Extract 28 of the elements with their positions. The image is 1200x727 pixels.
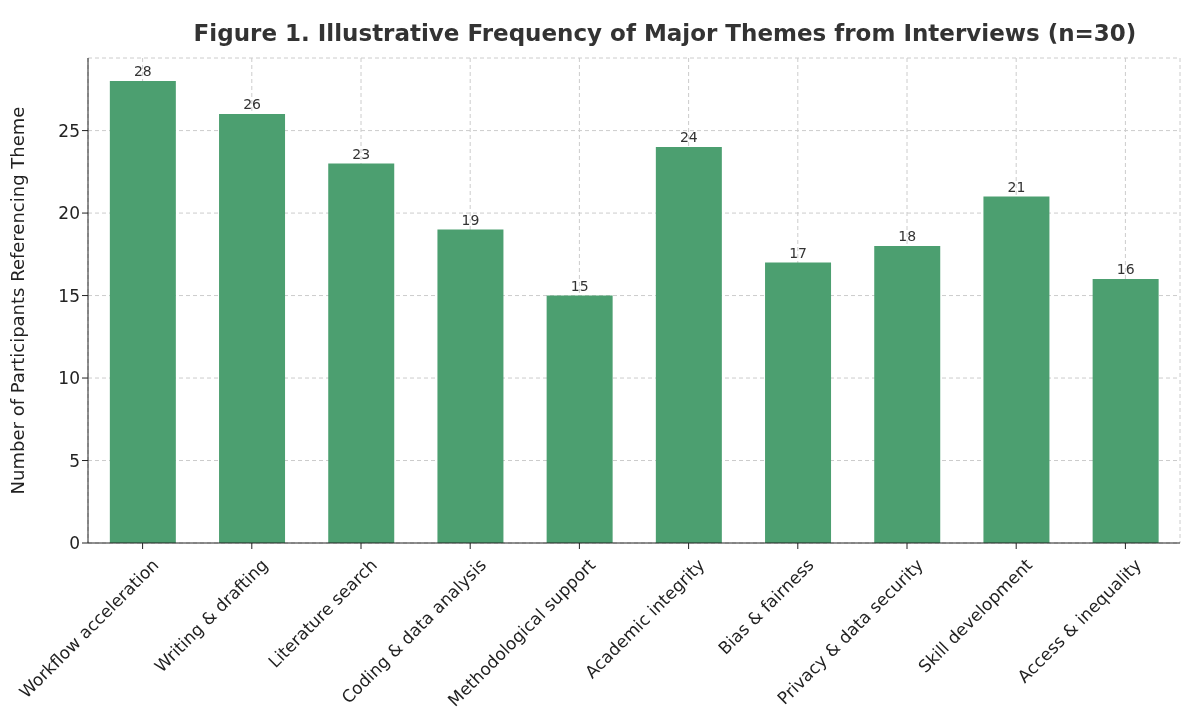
data-label: 21	[1007, 178, 1026, 195]
bar	[109, 81, 176, 543]
data-label: 15	[570, 277, 589, 294]
bar	[874, 246, 941, 543]
bar	[328, 163, 395, 543]
data-label: 23	[352, 145, 371, 162]
data-label: 26	[243, 96, 262, 113]
data-label: 24	[679, 129, 698, 146]
bar	[983, 196, 1050, 543]
bar	[1092, 279, 1159, 543]
bar	[437, 229, 504, 543]
y-tick-label: 20	[58, 203, 80, 224]
bar	[765, 262, 832, 543]
y-tick-label: 25	[58, 120, 80, 141]
data-label: 18	[898, 228, 917, 245]
y-axis-title: Number of Participants Referencing Theme	[7, 106, 29, 495]
data-label: 19	[461, 211, 480, 228]
y-tick-label: 0	[69, 533, 80, 554]
data-label: 17	[789, 244, 807, 261]
data-label: 16	[1116, 261, 1135, 278]
data-label: 28	[133, 63, 152, 80]
y-tick-label: 10	[58, 368, 80, 389]
bar	[219, 114, 286, 543]
chart-title: Figure 1. Illustrative Frequency of Major Themes from Interviews (n=30)	[192, 20, 1138, 46]
y-tick-label: 15	[58, 285, 80, 306]
bar	[546, 295, 613, 543]
y-tick-label: 5	[69, 450, 80, 471]
bar	[655, 147, 722, 543]
